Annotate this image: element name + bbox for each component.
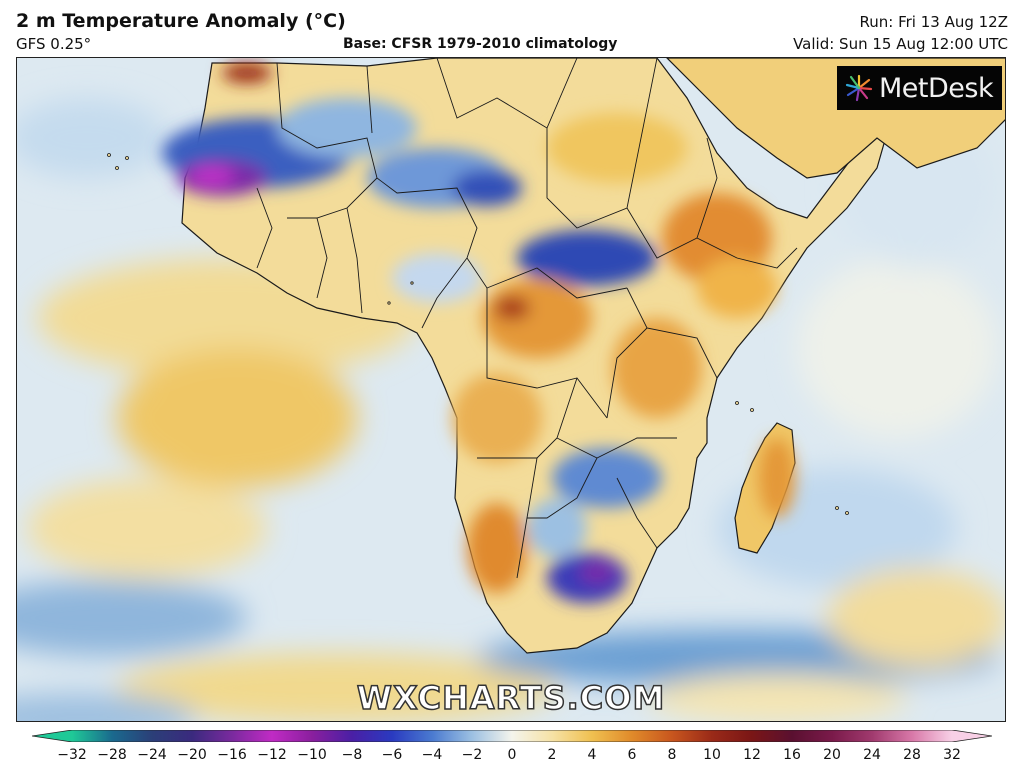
- colorbar-tick-label: 16: [783, 747, 801, 763]
- map-canvas: [17, 58, 1005, 721]
- colorbar-tick-label: −20: [177, 747, 207, 763]
- valid-time-label: Valid: Sun 15 Aug 12:00 UTC: [793, 35, 1008, 53]
- wxcharts-watermark: WXCHARTS.COM: [356, 678, 666, 718]
- run-time-label: Run: Fri 13 Aug 12Z: [859, 13, 1009, 31]
- logo-text: MetDesk: [879, 72, 994, 104]
- colorbar-tick-label: −4: [421, 747, 443, 763]
- colorbar-tick-label: 20: [823, 747, 841, 763]
- model-label: GFS 0.25°: [16, 35, 92, 53]
- colorbar-tick-label: −28: [97, 747, 127, 763]
- climatology-base-label: Base: CFSR 1979-2010 climatology: [343, 36, 618, 52]
- colorbar-tick-label: 8: [667, 747, 677, 763]
- colorbar-tick-label: −10: [297, 747, 327, 763]
- colorbar-arrow-right: [952, 730, 992, 742]
- colorbar-tick-label: 2: [547, 747, 557, 763]
- colorbar-tick-label: −8: [341, 747, 363, 763]
- colorbar-tick-label: 6: [627, 747, 637, 763]
- colorbar-tick-label: −2: [461, 747, 483, 763]
- temperature-anomaly-map: MetDesk WXCHARTS.COM: [16, 57, 1006, 722]
- metdesk-logo: MetDesk: [837, 66, 1002, 110]
- colorbar-tick-label: −16: [217, 747, 247, 763]
- metdesk-burst-icon: [845, 74, 873, 102]
- country-borders: [256, 58, 798, 579]
- colorbar-tick-label: 12: [743, 747, 761, 763]
- color-legend-ticks: −32 −28 −24 −20 −16 −12 −10 −8 −6 −4 −2 0 2 4 6 8 10 12 16…: [32, 747, 992, 767]
- colorbar-tick-label: 32: [943, 747, 961, 763]
- colorbar-tick-label: 24: [863, 747, 881, 763]
- colorbar-tick-label: 4: [587, 747, 597, 763]
- colorbar-tick-label: 0: [507, 747, 517, 763]
- colorbar-tick-label: 10: [703, 747, 721, 763]
- colorbar-tick-label: −32: [57, 747, 87, 763]
- colorbar-tick-label: −24: [137, 747, 167, 763]
- land-anomaly-field: [162, 63, 795, 603]
- color-legend-bar: [32, 730, 992, 742]
- colorbar-gradient: [72, 730, 952, 742]
- colorbar-tick-label: 28: [903, 747, 921, 763]
- colorbar-tick-label: −12: [257, 747, 287, 763]
- colorbar-tick-label: −6: [381, 747, 403, 763]
- colorbar-arrow-left: [32, 730, 72, 742]
- island-markers: [107, 153, 849, 515]
- chart-title: 2 m Temperature Anomaly (°C): [16, 10, 346, 32]
